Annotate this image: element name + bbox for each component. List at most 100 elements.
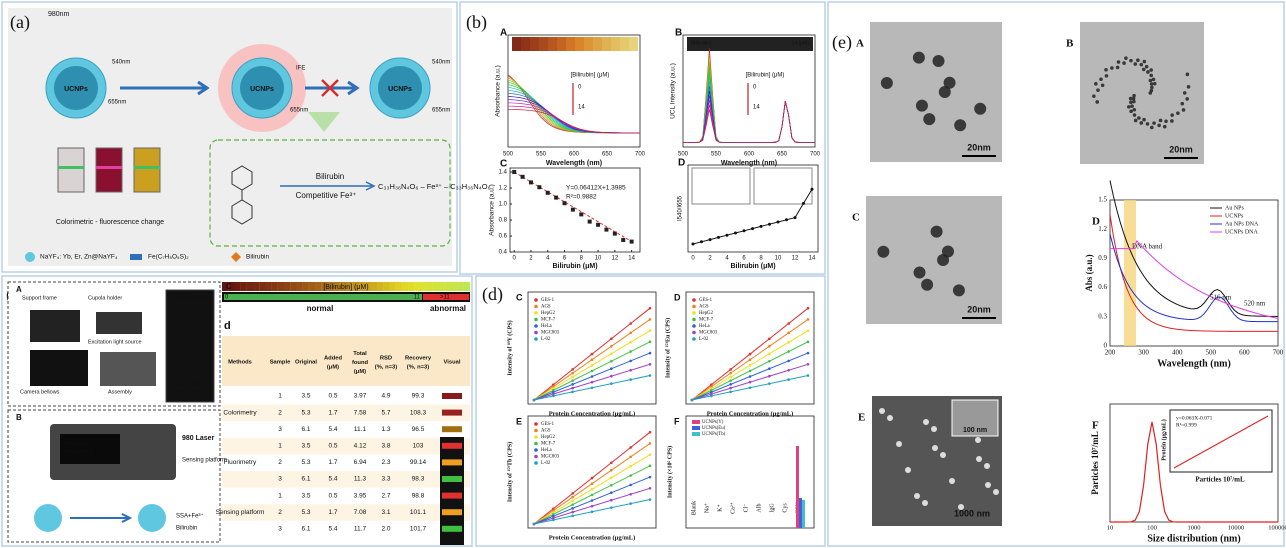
- cross: [321, 79, 339, 97]
- subpanel-label: E: [858, 412, 865, 424]
- visual-swatch: [442, 426, 462, 433]
- legend-entry: L-02: [541, 337, 551, 342]
- particle: [1181, 108, 1186, 112]
- structure: [231, 165, 253, 225]
- table-cell: 11.1: [354, 426, 367, 433]
- point: [552, 385, 555, 388]
- nanoparticle-core: [240, 66, 284, 110]
- legend-entry: MGC803: [699, 331, 718, 336]
- particle: [915, 99, 928, 112]
- point: [768, 337, 771, 341]
- label: [Bilirubin] (μM): [323, 284, 368, 291]
- table-header-line: Total: [353, 351, 367, 357]
- curve: [507, 79, 641, 134]
- subpanel-label: B: [675, 28, 682, 39]
- particle: [1152, 121, 1156, 125]
- table-cell: 96.5: [412, 426, 425, 433]
- label: 11: [414, 295, 421, 301]
- label: [Bilirubin] (μM): [746, 73, 785, 79]
- axis-label: Protein Concentration (μg/mL): [707, 410, 794, 417]
- table-cell: 6.1: [301, 526, 310, 533]
- label: C₃₃H₃₆N₄O₆ – Fe³⁺ – C₃₃H₃₆N₄O₆: [378, 182, 491, 191]
- particle: [938, 86, 951, 98]
- table-header-line: (μM): [327, 364, 339, 370]
- point: [748, 380, 752, 384]
- curve: [507, 84, 641, 134]
- axis-label: Abs (a.u.): [1084, 254, 1094, 291]
- particle: [1104, 74, 1109, 78]
- table-cell: 1.3: [381, 426, 390, 433]
- visual-swatch: [442, 393, 462, 399]
- legend-entry: AGS: [541, 305, 551, 310]
- particle: [1146, 70, 1150, 74]
- legend-dot: [692, 311, 696, 315]
- particle: [976, 456, 982, 462]
- particle: [1180, 101, 1185, 106]
- point: [787, 350, 790, 353]
- x-tick-label: 14: [809, 256, 816, 262]
- table-header: Original: [295, 360, 317, 366]
- legend-dot: [534, 461, 538, 465]
- table-cell: 6.94: [354, 459, 367, 466]
- curve: [1109, 214, 1279, 332]
- table-header: RSD (%, n=3): [375, 355, 397, 370]
- point: [545, 190, 550, 195]
- particle: [1158, 118, 1163, 123]
- point: [571, 368, 574, 371]
- point: [571, 371, 574, 375]
- point: [768, 344, 771, 348]
- particle: [1133, 62, 1138, 66]
- point: [787, 340, 790, 344]
- table-cell: 3: [278, 526, 282, 533]
- point: [571, 514, 574, 518]
- curve: [507, 74, 641, 134]
- legend-entry: HeLa: [541, 448, 553, 453]
- table-cell: 1: [278, 492, 282, 499]
- nanoparticle-core: [378, 66, 422, 110]
- point: [700, 240, 703, 244]
- point: [710, 387, 713, 390]
- particle: [1095, 100, 1100, 104]
- legend-icon: [130, 254, 142, 260]
- particle: [1096, 88, 1100, 92]
- table-cell: 3.8: [381, 443, 390, 450]
- particle: [1132, 99, 1136, 104]
- section-border: [475, 275, 826, 547]
- axis-label: I540/I655: [678, 195, 684, 221]
- color-strip: [445, 282, 452, 291]
- label: G(R) = 2.077: [64, 449, 91, 454]
- legend-entry: L-02: [699, 337, 709, 342]
- particle: [1132, 93, 1136, 98]
- reaction-arrow: [280, 181, 376, 191]
- color-strip: [432, 282, 440, 291]
- particle: [1110, 66, 1114, 70]
- y-tick-label: 0.3: [1098, 312, 1107, 320]
- color-strip: [566, 37, 575, 51]
- point: [787, 359, 790, 363]
- fit-line: [1173, 415, 1269, 469]
- color-strip: [321, 282, 328, 291]
- axis-label: Absorbance (a.u.): [495, 65, 502, 117]
- point: [785, 218, 788, 222]
- table-cell: 103: [413, 443, 424, 450]
- particle: [914, 493, 920, 499]
- table-cell: 1.7: [328, 409, 337, 416]
- particle: [923, 419, 929, 425]
- point: [552, 518, 555, 522]
- point: [629, 322, 632, 325]
- color-strip: [611, 37, 620, 51]
- point: [759, 224, 763, 228]
- point: [717, 235, 720, 239]
- point: [552, 511, 555, 514]
- point: [571, 386, 574, 390]
- point: [629, 368, 632, 372]
- particle: [912, 51, 925, 64]
- color-strip: [457, 282, 464, 291]
- point: [629, 239, 634, 244]
- point: [748, 364, 752, 367]
- table-cell: 2.3: [381, 459, 390, 466]
- label: 0: [578, 85, 582, 91]
- vial-band: [134, 166, 160, 169]
- y-tick-label: 0.6: [1098, 283, 1107, 291]
- color-strip: [741, 37, 750, 51]
